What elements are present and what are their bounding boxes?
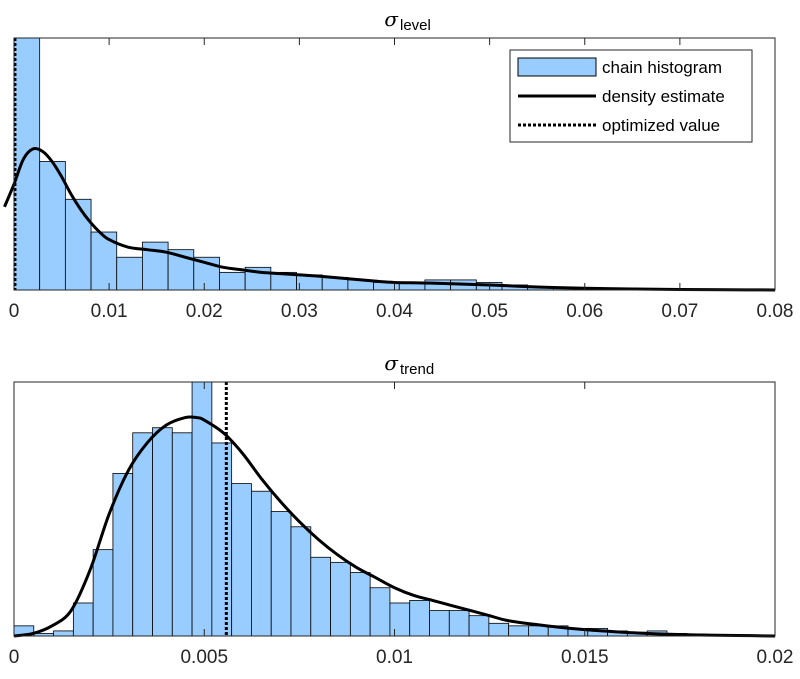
xtick-label: 0.01 (91, 301, 128, 322)
title-trend-subscript: trend (400, 361, 434, 378)
histogram-bar (171, 432, 193, 637)
xtick-label: 0 (9, 647, 20, 668)
xtick-label: 0.01 (376, 647, 413, 668)
title-level-symbol: σ (384, 7, 399, 31)
xtick-label: 0.07 (661, 301, 698, 322)
histogram-bar (72, 602, 94, 637)
histogram-bar (211, 442, 233, 637)
histogram-bar (349, 572, 371, 637)
histogram-bar (330, 561, 351, 637)
histogram-bar (369, 587, 391, 637)
histogram-bar (468, 615, 490, 637)
histogram-bar (53, 630, 74, 637)
histogram-bar (389, 602, 411, 637)
histogram-bar (488, 622, 510, 637)
xticks-level: 0 0.01 0.02 0.03 0.04 0.05 0.06 0.07 0.08 (9, 38, 794, 322)
legend-swatch-histogram (517, 57, 597, 77)
xtick-label: 0.03 (281, 301, 318, 322)
xtick-label: 0.08 (757, 301, 794, 322)
histogram-bar (270, 511, 292, 637)
histogram-bar (310, 556, 331, 637)
xtick-label: 0.02 (186, 301, 223, 322)
density-curve (13, 415, 776, 638)
xticks-trend: 0 0.005 0.01 0.015 0.02 (9, 382, 794, 668)
histogram-bar (231, 483, 252, 637)
panel-sigma-level: σ level 0 0.01 0.02 0.03 0.04 0.05 0.06 0.07 0.0… (3, 7, 794, 322)
title-level-subscript: level (400, 17, 431, 34)
histogram-bar (290, 526, 312, 637)
histogram-bar (448, 610, 470, 637)
xtick-label: 0.02 (757, 647, 794, 668)
panel-sigma-trend: σ trend 0 0.005 0.01 0.015 0.02 (9, 351, 794, 668)
histogram-bars-trend (13, 381, 767, 637)
histogram-bar (64, 198, 92, 291)
histogram-bar (429, 610, 450, 637)
legend-entry-label: optimized value (602, 116, 720, 135)
legend-entry-label: density estimate (602, 87, 725, 106)
histogram-bar (508, 625, 529, 637)
histogram-bar (219, 271, 246, 291)
histogram-bar (251, 490, 272, 637)
xtick-label: 0 (9, 301, 20, 322)
title-trend-symbol: σ (384, 351, 399, 375)
xtick-label: 0.05 (471, 301, 508, 322)
histogram-bar (39, 161, 66, 291)
histogram-bar (528, 625, 549, 637)
density-curve (3, 146, 776, 292)
legend: chain histogram density estimate optimized… (509, 49, 753, 143)
histogram-bar (152, 427, 173, 637)
histogram-bar (116, 256, 143, 291)
histogram-bar (409, 600, 430, 637)
histogram-bar (132, 432, 153, 637)
xtick-label: 0.04 (376, 301, 413, 322)
xtick-label: 0.005 (180, 647, 228, 668)
legend-entry-label: chain histogram (602, 58, 722, 77)
histogram-bar (13, 37, 41, 291)
density-curve-trend (13, 415, 776, 638)
histogram-bar (92, 549, 114, 637)
density-curve-level (3, 146, 776, 292)
xtick-label: 0.06 (566, 301, 603, 322)
xtick-label: 0.015 (561, 647, 609, 668)
